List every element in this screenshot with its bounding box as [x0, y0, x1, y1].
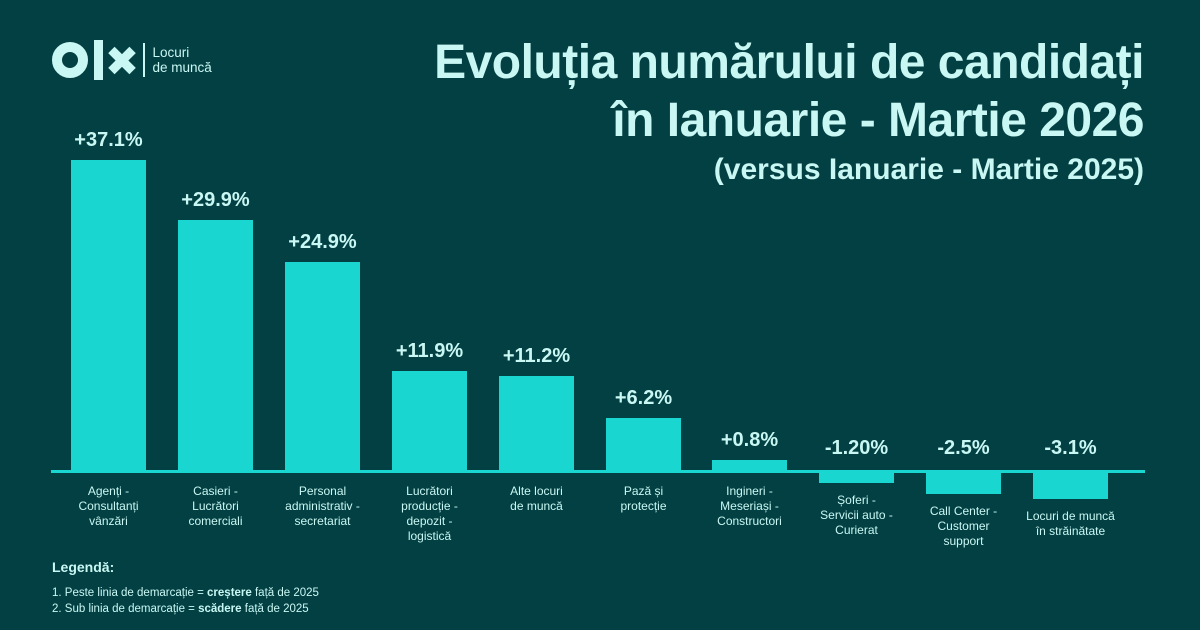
- category-label: Call Center - Customer support: [929, 504, 998, 548]
- title-line2: în Ianuarie - Martie 2026: [612, 94, 1144, 147]
- logo-l-glyph: [94, 40, 103, 80]
- legend-item-decrease: 2. Sub linia de demarcație = scădere faț…: [52, 603, 309, 615]
- bar: [178, 220, 253, 470]
- bar: [926, 473, 1001, 494]
- bar-value-label: +6.2%: [614, 387, 673, 409]
- bar: [712, 460, 787, 470]
- chart-title: Evoluția numărului de candidați în Ianua…: [434, 34, 1144, 190]
- logo-subtitle: Locuri de muncă: [153, 45, 212, 75]
- category-label: Personal administrativ - secretariat: [285, 484, 360, 528]
- bar: [285, 262, 360, 470]
- category-label: Agenți - Consultanți vânzări: [78, 484, 139, 528]
- bar: [71, 160, 146, 470]
- bar-value-label: -2.5%: [937, 437, 990, 459]
- bar: [819, 473, 894, 483]
- logo-text-line2: de muncă: [152, 60, 212, 75]
- bar-value-label: +24.9%: [288, 231, 357, 253]
- category-label: Ingineri - Meseriași - Constructori: [717, 484, 782, 528]
- category-label: Casieri - Lucrători comerciali: [188, 484, 243, 528]
- legend-title: Legendă:: [52, 559, 115, 575]
- category-label: Alte locuri de muncă: [510, 484, 563, 513]
- logo-text-line1: Locuri: [152, 45, 190, 60]
- logo-o-glyph: [52, 42, 88, 78]
- logo-divider: [143, 43, 145, 77]
- bar-value-label: +11.9%: [395, 340, 464, 362]
- demarcation-line: [51, 470, 1145, 473]
- category-label: Locuri de muncă în străinătate: [1026, 509, 1115, 538]
- bar: [1033, 473, 1108, 499]
- category-label: Șoferi - Servicii auto - Curierat: [820, 493, 893, 537]
- bar: [499, 376, 574, 470]
- bar: [392, 371, 467, 470]
- bar-value-label: +37.1%: [74, 129, 143, 151]
- bar: [606, 418, 681, 470]
- category-label: Pază și protecție: [620, 484, 667, 513]
- title-line1: Evoluția numărului de candidați: [434, 36, 1144, 89]
- legend-item-increase: 1. Peste linia de demarcație = creștere …: [52, 587, 319, 599]
- bar-value-label: -3.1%: [1044, 437, 1097, 459]
- bar-value-label: -1.20%: [824, 437, 889, 459]
- bar-value-label: +11.2%: [502, 345, 571, 367]
- bar-value-label: +0.8%: [720, 429, 779, 451]
- bar-value-label: +29.9%: [181, 189, 250, 211]
- category-label: Lucrători producție - depozit - logistică: [401, 484, 458, 543]
- olx-logo: Locuri de muncă: [52, 40, 212, 80]
- chart-subtitle: (versus Ianuarie - Martie 2025): [713, 153, 1144, 186]
- logo-x-glyph: [109, 47, 135, 73]
